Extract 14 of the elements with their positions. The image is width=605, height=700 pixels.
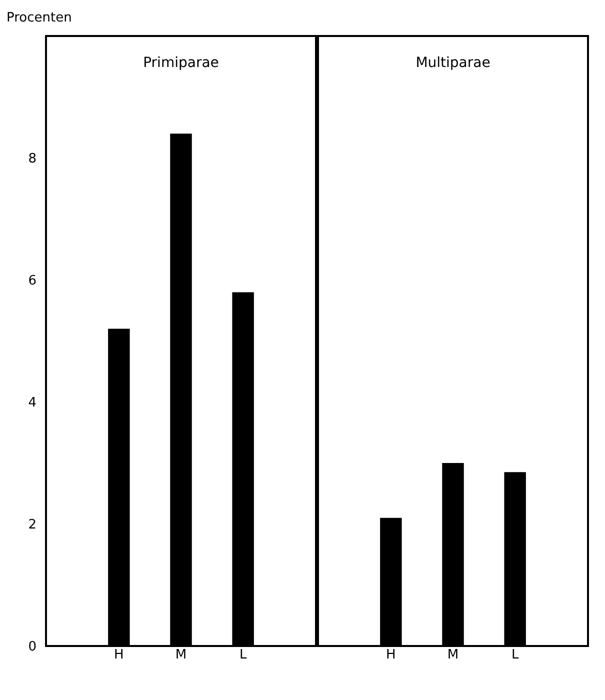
x-tick-label: M bbox=[175, 648, 187, 662]
x-tick-label: L bbox=[239, 648, 248, 662]
text: Multiparae bbox=[416, 55, 490, 71]
y-tick-label: 8 bbox=[28, 152, 36, 166]
x-tick-label: H bbox=[114, 648, 124, 662]
y-tick-label: 2 bbox=[28, 518, 36, 532]
x-tick-label: H bbox=[386, 648, 396, 662]
y-tick-label: 6 bbox=[28, 274, 36, 288]
y-axis-title: Procenten bbox=[6, 10, 72, 26]
x-tick-label: L bbox=[511, 648, 520, 662]
text: Primiparae bbox=[143, 55, 219, 71]
x-tick-label: M bbox=[447, 648, 459, 662]
y-tick-label: 4 bbox=[28, 396, 36, 410]
y-tick-label: 0 bbox=[28, 640, 36, 654]
